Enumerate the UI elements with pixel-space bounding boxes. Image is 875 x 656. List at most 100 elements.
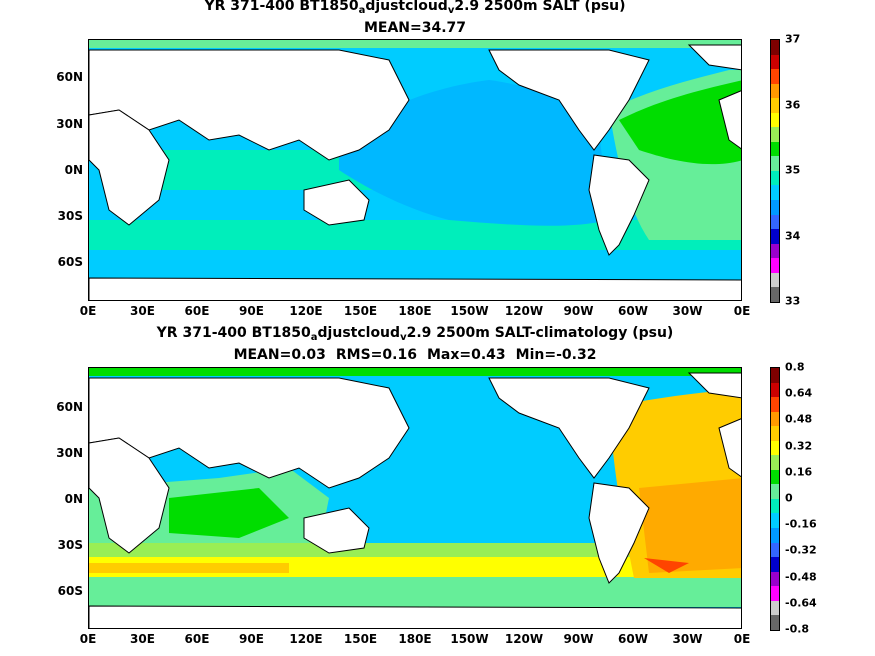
colorbar-swatch xyxy=(771,258,779,273)
colorbar-label: 0.32 xyxy=(785,439,813,453)
colorbar-swatch xyxy=(771,455,779,470)
title-part: YR 371-400 BT1850 xyxy=(156,325,311,341)
y-tick: 0N xyxy=(64,163,83,177)
map-stats-2: MEAN=0.03 RMS=0.16 Max=0.43 Min=-0.32 xyxy=(88,347,742,364)
y-tick: 30N xyxy=(56,446,83,460)
colorbar-swatch xyxy=(771,229,779,244)
colorbar-swatch xyxy=(771,498,779,514)
colorbar-swatch xyxy=(771,127,779,142)
colorbar-label: 33 xyxy=(785,294,801,308)
colorbar-swatch xyxy=(771,156,779,171)
colorbar-label: 0.48 xyxy=(785,412,813,426)
x-tick: 60W xyxy=(618,304,648,318)
colorbar-swatch xyxy=(771,426,779,441)
x-tick: 150E xyxy=(343,632,378,646)
x-tick: 60E xyxy=(184,632,210,646)
colorbar-label: 36 xyxy=(785,98,801,111)
x-tick: 0E xyxy=(79,632,97,646)
colorbar-swatch xyxy=(771,98,779,113)
title-part: djustcloud xyxy=(317,325,401,341)
colorbar-swatch xyxy=(771,40,779,55)
y-tick: 60N xyxy=(56,70,83,84)
x-tick: 30E xyxy=(130,304,155,318)
y-tick: 30S xyxy=(57,538,83,552)
colorbar-swatch xyxy=(771,185,779,201)
colorbar-swatch xyxy=(771,272,779,288)
x-tick: 120W xyxy=(504,632,544,646)
colorbar-swatch xyxy=(771,440,779,456)
colorbar-swatch xyxy=(771,170,779,186)
colorbar-label: 35 xyxy=(785,163,801,177)
x-tick: 60W xyxy=(618,632,648,646)
colorbar-swatch xyxy=(771,214,779,230)
map-title-1: YR 371-400 BT1850adjustcloudv2.9 2500m S… xyxy=(88,0,742,19)
x-tick: 120E xyxy=(289,632,323,646)
x-tick: 150W xyxy=(450,304,489,318)
title-subscript: a xyxy=(358,5,366,16)
stat-mean: MEAN=0.03 xyxy=(233,347,326,363)
colorbar-label: 34 xyxy=(785,229,801,242)
salinity-anomaly-map-2 xyxy=(88,367,742,629)
y-tick: 60S xyxy=(57,584,83,598)
colorbar-label: 0.8 xyxy=(785,360,805,374)
colorbar-swatch xyxy=(771,382,779,398)
colorbar-swatch xyxy=(771,615,779,630)
colorbar-2 xyxy=(770,367,780,631)
x-tick: 30W xyxy=(672,304,703,318)
colorbar-swatch xyxy=(771,54,779,70)
x-tick: 30W xyxy=(672,632,703,646)
colorbar-swatch xyxy=(771,542,779,558)
colorbar-swatch xyxy=(771,368,779,383)
x-tick: 90E xyxy=(239,632,264,646)
colorbar-swatch xyxy=(771,69,779,84)
x-tick: 90W xyxy=(563,632,594,646)
y-tick: 30N xyxy=(56,117,83,131)
title-part: 2.9 2500m SALT-climatology (psu) xyxy=(406,325,674,341)
x-tick: 180E xyxy=(398,304,432,318)
x-tick: 180E xyxy=(398,632,432,646)
colorbar-swatch xyxy=(771,397,779,412)
stat-min: Min=-0.32 xyxy=(515,347,597,363)
colorbar-label: -0.8 xyxy=(785,622,810,636)
colorbar-swatch xyxy=(771,586,779,601)
colorbar-label: -0.32 xyxy=(785,543,817,557)
title-part: djustcloud xyxy=(365,0,448,14)
x-tick: 30E xyxy=(130,632,155,646)
x-tick: 120E xyxy=(289,304,323,318)
colorbar-label: -0.48 xyxy=(785,570,817,584)
colorbar-swatch xyxy=(771,557,779,572)
colorbar-swatch xyxy=(771,528,779,543)
x-tick: 0E xyxy=(79,304,97,318)
colorbar-swatch xyxy=(771,83,779,99)
x-tick: 0E xyxy=(733,632,751,646)
colorbar-swatch xyxy=(771,200,779,215)
colorbar-swatch xyxy=(771,600,779,616)
colorbar-label: -0.16 xyxy=(785,517,817,531)
map-stats-1: MEAN=34.77 xyxy=(88,20,742,37)
stat-mean: MEAN=34.77 xyxy=(363,20,467,36)
colorbar-swatch xyxy=(771,484,779,499)
colorbar-swatch xyxy=(771,513,779,529)
x-tick: 90E xyxy=(239,304,264,318)
y-tick: 30S xyxy=(57,209,83,223)
stat-rms: RMS=0.16 xyxy=(335,347,417,363)
y-tick: 60N xyxy=(56,400,83,414)
colorbar-label: -0.64 xyxy=(785,596,817,610)
stat-max: Max=0.43 xyxy=(426,347,506,363)
colorbar-swatch xyxy=(771,411,779,427)
salinity-map-1 xyxy=(88,39,742,301)
colorbar-swatch xyxy=(771,243,779,259)
x-tick: 60E xyxy=(184,304,210,318)
title-part: 2.9 2500m SALT (psu) xyxy=(454,0,626,14)
title-subscript: v xyxy=(447,5,455,16)
colorbar-swatch xyxy=(771,112,779,128)
colorbar-label: 0.16 xyxy=(785,465,813,479)
colorbar-swatch xyxy=(771,469,779,485)
x-tick: 0E xyxy=(733,304,751,318)
title-subscript: a xyxy=(310,332,318,343)
x-tick: 150E xyxy=(343,304,378,318)
colorbar-1 xyxy=(770,39,780,303)
colorbar-swatch xyxy=(771,287,779,302)
x-tick: 150W xyxy=(450,632,489,646)
x-tick: 120W xyxy=(504,304,544,318)
